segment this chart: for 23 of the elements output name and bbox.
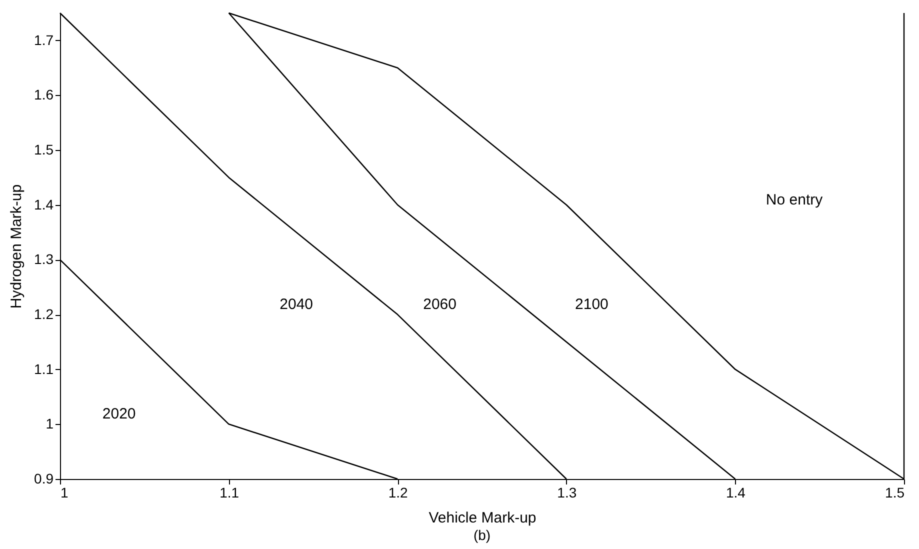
annotation: 2020: [102, 405, 136, 422]
annotation: 2060: [423, 296, 456, 313]
x-tick-label: 1.4: [726, 484, 746, 500]
y-axis-title: Hydrogen Mark-up: [8, 184, 26, 309]
x-tick-label: 1.2: [388, 484, 408, 500]
y-tick-label: 1.4: [34, 196, 54, 212]
y-tick-label: 1.7: [34, 32, 54, 48]
y-tick-label: 1: [46, 416, 54, 432]
text: (b): [473, 527, 491, 543]
y-tick-label: 0.9: [34, 470, 54, 486]
x-tick-label: 1.1: [220, 484, 240, 500]
y-tick-label: 1.2: [34, 306, 54, 322]
y-tick-label: 1.3: [34, 251, 54, 268]
y-tick-label: 1.5: [34, 142, 54, 158]
x-tick-label: 1.3: [557, 484, 577, 500]
annotation: 2040: [280, 296, 314, 313]
x-axis-title: Vehicle Mark-up: [428, 510, 536, 526]
x-tick-label: 1: [60, 484, 68, 500]
y-tick-label: 1.6: [34, 86, 54, 103]
annotation: 2100: [575, 296, 608, 313]
x-tick-label: 1.5: [885, 484, 905, 500]
annotation: No entry: [766, 191, 824, 208]
y-tick-label: 1.1: [34, 360, 54, 377]
